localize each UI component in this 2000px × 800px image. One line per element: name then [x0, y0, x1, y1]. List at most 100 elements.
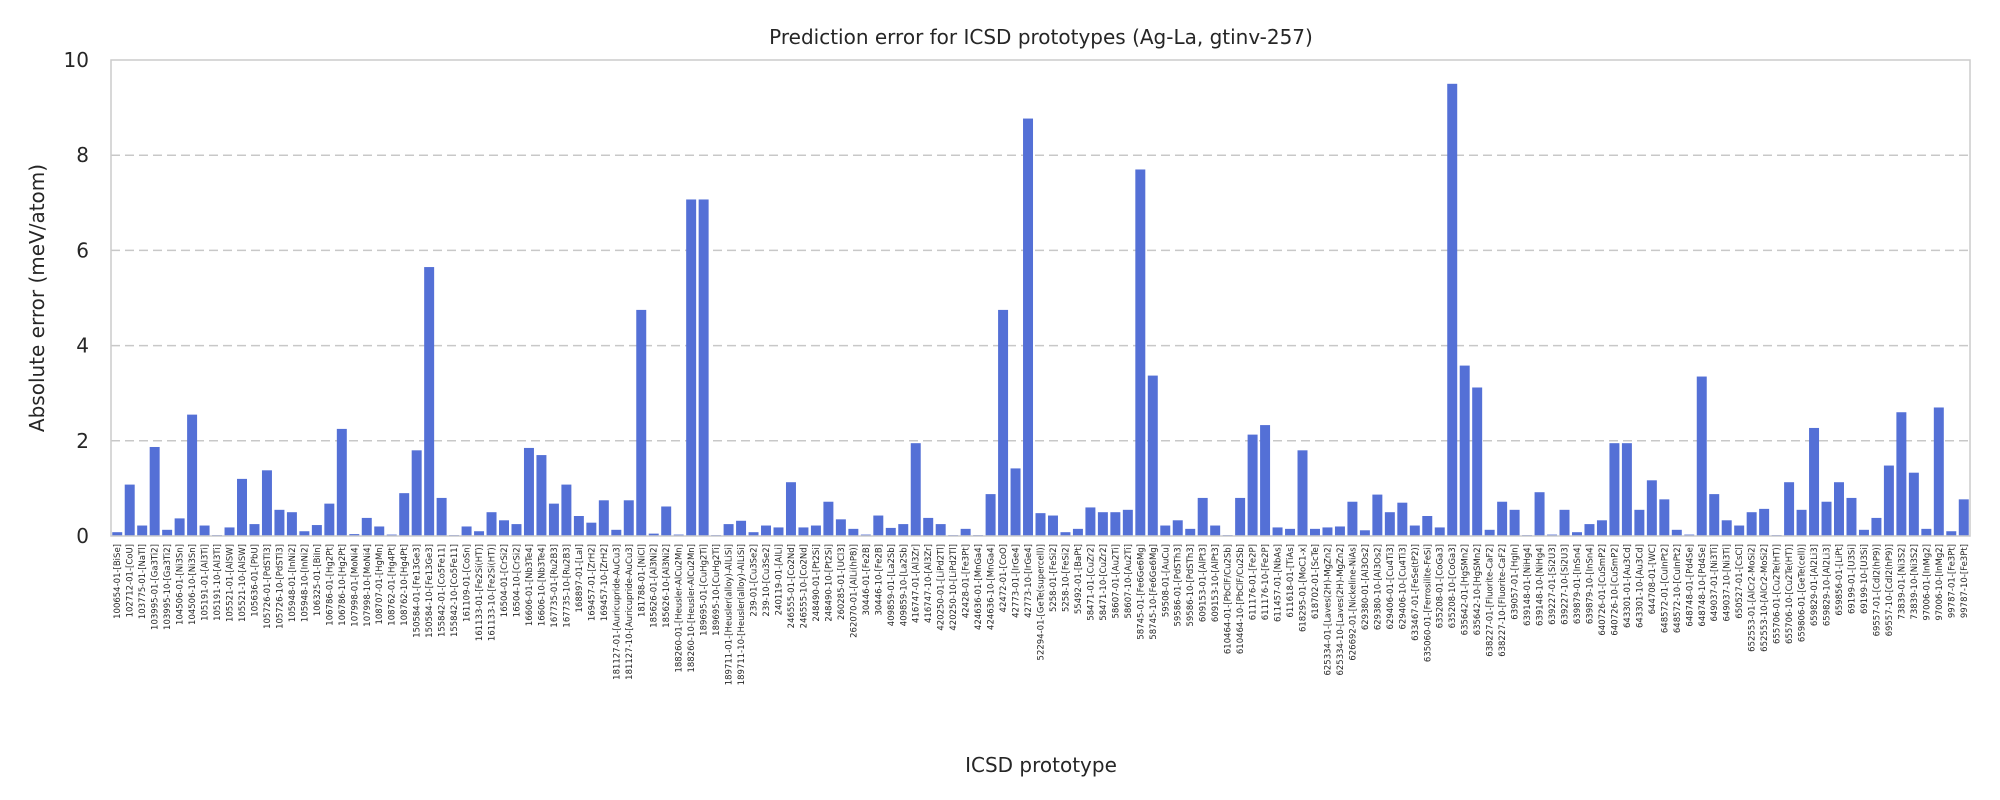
x-tick-label: 635060-01-[Ferrosilite-FeSi]	[1423, 544, 1433, 662]
x-tick-label: 629406-10-[Cu4Ti3]	[1398, 544, 1408, 629]
bar	[1422, 516, 1433, 536]
bar	[873, 515, 884, 536]
bar	[960, 528, 971, 536]
x-tick-label: 58607-01-[Au2Ti]	[1111, 544, 1121, 619]
x-tick-label: 639879-10-[InSn4]	[1585, 544, 1595, 624]
bar	[1097, 512, 1108, 536]
bar	[798, 527, 809, 536]
bar	[474, 531, 485, 536]
x-tick-label: 181127-01-[Auricupride-AuCu3]	[612, 544, 622, 680]
x-tick-label: 42773-01-[IrGe4]	[1012, 544, 1022, 618]
bar	[1035, 513, 1046, 536]
x-tick-label: 239-01-[Cu3Se2]	[750, 544, 760, 617]
bar	[1746, 512, 1757, 536]
bar	[536, 455, 547, 536]
x-tick-label: 659829-01-[Al2Li3]	[1810, 544, 1820, 626]
x-tick-label: 69557-10-[CdI2(hP9)]	[1885, 544, 1895, 636]
bar	[1896, 412, 1907, 536]
bar	[1197, 497, 1208, 536]
bar	[848, 528, 859, 536]
x-tick-label: 58471-01-[CuZr2]	[1086, 544, 1096, 621]
bar	[985, 494, 996, 536]
bar	[499, 520, 510, 536]
bar	[998, 309, 1009, 536]
x-axis-label: ICSD prototype	[965, 753, 1117, 777]
x-tick-label: 189711-10-[Heusler(alloy)-AlLiSi]	[737, 544, 747, 685]
x-tick-label: 650527-01-[CsCl]	[1735, 544, 1745, 619]
bar	[1759, 508, 1770, 536]
bar	[249, 524, 260, 536]
x-tick-label: 260285-01-[UCl3]	[837, 544, 847, 620]
x-tick-label: 635208-10-[CoGa3]	[1448, 544, 1458, 628]
bar	[898, 524, 909, 536]
x-tick-label: 167735-10-[Ru2B3]	[562, 544, 572, 628]
x-tick-label: 188260-10-[Heusler-AlCu2Mn]	[687, 544, 697, 673]
bar	[823, 501, 834, 536]
x-tick-label: 416747-01-[Al3Zr]	[912, 544, 922, 623]
bar	[411, 450, 422, 536]
x-tick-label: 103995-01-[Ga3Ti2]	[151, 544, 161, 630]
x-tick-label: 104506-10-[Ni3Sn]	[188, 544, 198, 625]
x-tick-label: 625334-10-[Laves(2H)-MgZn2]	[1336, 544, 1346, 676]
x-tick-label: 629406-01-[Cu4Ti3]	[1386, 544, 1396, 629]
bar	[1110, 512, 1121, 536]
bar	[1010, 468, 1021, 536]
bar	[486, 512, 497, 536]
x-tick-label: 643301-01-[Au3Cd]	[1623, 544, 1633, 628]
chart-title: Prediction error for ICSD prototypes (Ag…	[769, 25, 1313, 49]
bar	[174, 518, 185, 536]
x-tick-label: 168897-01-[LaI]	[575, 544, 585, 612]
x-tick-label: 105948-10-[InNi2]	[300, 544, 310, 622]
bar	[261, 470, 272, 536]
bar	[1347, 501, 1358, 536]
bar	[1933, 407, 1944, 536]
bar	[1147, 375, 1158, 536]
x-tick-label: 655706-01-[Cu2Te(HT)]	[1773, 544, 1783, 644]
bar	[1908, 472, 1919, 536]
bar	[349, 534, 360, 536]
x-tick-label: 188260-01-[Heusler-AlCu2Mn]	[675, 544, 685, 673]
x-tick-label: 420250-10-[LiPd2Tl]	[949, 544, 959, 631]
x-tick-label: 239-10-[Cu3Se2]	[762, 544, 772, 617]
bar	[648, 533, 659, 536]
bar	[1609, 443, 1620, 536]
x-tick-label: 105726-01-[PdSTl3]	[263, 544, 273, 629]
x-tick-label: 107998-01-[MoNi4]	[350, 544, 360, 627]
bar	[324, 503, 335, 536]
bar	[611, 529, 622, 536]
x-tick-label: 105726-10-[PdSTl3]	[275, 544, 285, 629]
bar	[311, 525, 322, 536]
y-tick-label: 8	[76, 143, 89, 167]
x-tick-label: 161133-01-[Fe2Si(HT)]	[475, 544, 485, 641]
bar	[1372, 494, 1383, 536]
bar	[1809, 427, 1820, 536]
x-tick-label: 104506-01-[Ni3Sn]	[176, 544, 186, 625]
x-tick-label: 659856-01-[LiPt]	[1835, 544, 1845, 616]
bar	[1634, 509, 1645, 536]
bar	[1709, 494, 1720, 536]
x-tick-label: 189695-10-[CuHg2Ti]	[712, 544, 722, 636]
x-tick-label: 99787-01-[Fe3Pt]	[1947, 544, 1957, 618]
bars	[112, 83, 1969, 537]
x-tick-label: 659806-01-[GeTe(cell)]	[1798, 544, 1808, 642]
x-tick-label: 638227-10-[Fluorite-CaF2]	[1498, 544, 1508, 657]
bar	[399, 493, 410, 536]
y-axis-ticks: 0 2 4 6 8 10	[64, 48, 89, 548]
bar	[224, 527, 235, 536]
bar	[1023, 118, 1034, 536]
x-tick-label: 648572-01-[CuInPt2]	[1660, 544, 1670, 633]
bar	[661, 506, 672, 536]
x-tick-label: 648748-01-[Pd4Se]	[1685, 544, 1695, 627]
x-tick-label: 105521-01-[AlSW]	[226, 544, 236, 622]
x-tick-label: 100654-01-[BiSe]	[113, 544, 123, 619]
bar	[1085, 507, 1096, 536]
x-tick-label: 107998-10-[MoNi4]	[363, 544, 373, 627]
x-tick-label: 609153-01-[AlPt3]	[1199, 544, 1209, 622]
x-tick-label: 639057-01-[HgIn]	[1511, 544, 1521, 620]
bar	[1060, 532, 1071, 536]
x-tick-label: 97006-01-[InMg2]	[1922, 544, 1932, 621]
bar	[374, 526, 385, 536]
x-tick-label: 648748-10-[Pd4Se]	[1698, 544, 1708, 627]
bar	[424, 267, 435, 536]
bar	[1571, 532, 1582, 536]
